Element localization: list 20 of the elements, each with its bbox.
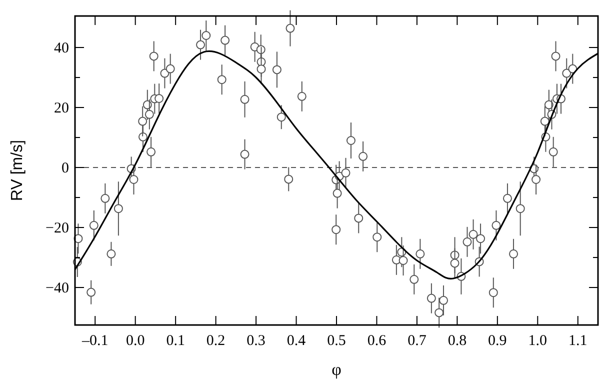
x-tick-label: 1.0 xyxy=(528,333,548,349)
y-tick-label: −40 xyxy=(46,280,69,296)
x-tick-label: 0.9 xyxy=(488,333,507,349)
x-tick-label: 1.1 xyxy=(568,333,588,349)
y-tick-label: 40 xyxy=(54,40,69,56)
y-tick-label: 0 xyxy=(62,160,69,176)
y-tick-label: 20 xyxy=(54,100,69,116)
x-tick-label: 0.0 xyxy=(126,333,145,349)
x-tick-label: 0.4 xyxy=(286,333,306,349)
x-tick-label: 0.6 xyxy=(367,333,387,349)
x-tick-label: 0.7 xyxy=(408,333,427,349)
y-tick-label: −20 xyxy=(46,220,69,236)
x-tick-label: 0.5 xyxy=(327,333,346,349)
y-axis-title: RV [m/s] xyxy=(9,140,26,202)
x-tick-label: 0.8 xyxy=(448,333,467,349)
x-axis-title: φ xyxy=(332,360,342,379)
x-tick-label: –0.1 xyxy=(80,333,108,349)
x-tick-label: 0.3 xyxy=(246,333,266,349)
x-tick-label: 0.1 xyxy=(166,333,185,349)
x-tick-label: 0.2 xyxy=(206,333,226,349)
